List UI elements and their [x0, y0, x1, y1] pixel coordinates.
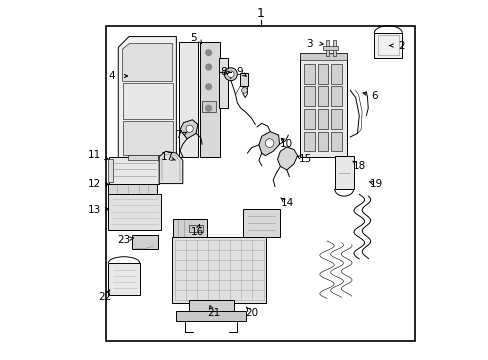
- Polygon shape: [304, 109, 314, 129]
- Text: 14: 14: [280, 198, 294, 208]
- Polygon shape: [317, 132, 328, 151]
- Polygon shape: [172, 219, 206, 237]
- Circle shape: [265, 139, 273, 147]
- Text: 22: 22: [98, 292, 111, 302]
- Polygon shape: [118, 37, 176, 158]
- Text: 18: 18: [352, 161, 365, 171]
- Polygon shape: [188, 225, 203, 232]
- Polygon shape: [122, 121, 172, 155]
- Polygon shape: [334, 156, 353, 189]
- Polygon shape: [317, 109, 328, 129]
- Text: 7: 7: [175, 130, 181, 140]
- Circle shape: [205, 84, 211, 90]
- Circle shape: [205, 50, 211, 55]
- Bar: [106, 26, 414, 341]
- Text: 12: 12: [88, 179, 101, 189]
- Polygon shape: [199, 42, 220, 157]
- Circle shape: [224, 68, 237, 81]
- Circle shape: [185, 125, 193, 132]
- Text: 11: 11: [88, 150, 101, 160]
- Polygon shape: [179, 42, 198, 157]
- Polygon shape: [128, 155, 158, 160]
- Circle shape: [227, 71, 234, 77]
- Polygon shape: [304, 64, 314, 84]
- Polygon shape: [330, 64, 341, 84]
- Polygon shape: [317, 86, 328, 106]
- Polygon shape: [108, 184, 156, 194]
- Polygon shape: [317, 64, 328, 84]
- Text: 4: 4: [108, 71, 115, 81]
- Circle shape: [241, 87, 247, 93]
- Text: 1: 1: [256, 7, 264, 20]
- Polygon shape: [277, 147, 297, 170]
- Polygon shape: [300, 53, 346, 60]
- Polygon shape: [330, 86, 341, 106]
- Polygon shape: [109, 157, 159, 184]
- Polygon shape: [373, 33, 402, 58]
- Polygon shape: [176, 311, 246, 320]
- Polygon shape: [330, 109, 341, 129]
- Text: 2: 2: [397, 41, 404, 50]
- Text: 20: 20: [244, 309, 258, 318]
- Text: 23: 23: [117, 235, 130, 245]
- Polygon shape: [332, 40, 335, 56]
- Polygon shape: [304, 86, 314, 106]
- Polygon shape: [323, 45, 338, 50]
- Text: 5: 5: [190, 33, 197, 43]
- Text: 8: 8: [220, 67, 227, 77]
- Text: 19: 19: [369, 179, 382, 189]
- Polygon shape: [108, 159, 112, 182]
- Text: 16: 16: [190, 227, 203, 237]
- Circle shape: [205, 64, 211, 70]
- Circle shape: [205, 105, 211, 111]
- Text: 17: 17: [161, 152, 174, 162]
- Polygon shape: [219, 58, 228, 108]
- Text: 13: 13: [88, 206, 101, 216]
- Text: 21: 21: [207, 309, 220, 318]
- Polygon shape: [240, 73, 247, 86]
- Polygon shape: [202, 101, 215, 112]
- Text: 10: 10: [280, 139, 293, 149]
- Polygon shape: [188, 300, 233, 313]
- Polygon shape: [172, 237, 265, 303]
- Text: 3: 3: [305, 39, 312, 49]
- Text: 6: 6: [370, 91, 377, 101]
- Polygon shape: [122, 44, 172, 81]
- Polygon shape: [304, 132, 314, 151]
- Text: 9: 9: [236, 67, 243, 77]
- Polygon shape: [122, 83, 172, 119]
- Text: 15: 15: [298, 154, 311, 164]
- Polygon shape: [180, 120, 198, 139]
- Polygon shape: [258, 132, 279, 156]
- Polygon shape: [159, 151, 183, 184]
- Polygon shape: [330, 132, 341, 151]
- Polygon shape: [325, 40, 328, 56]
- Polygon shape: [131, 234, 158, 249]
- Polygon shape: [242, 209, 280, 237]
- Polygon shape: [300, 53, 346, 157]
- Polygon shape: [108, 263, 140, 295]
- Polygon shape: [107, 194, 161, 230]
